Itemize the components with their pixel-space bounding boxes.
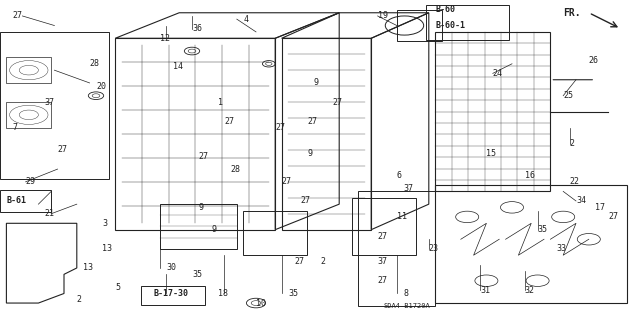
Text: 27: 27 [294, 257, 305, 266]
Text: 22: 22 [570, 177, 580, 186]
Text: 27: 27 [224, 117, 234, 126]
Text: FR.: FR. [563, 8, 581, 18]
Text: 33: 33 [557, 244, 567, 253]
Text: 2: 2 [77, 295, 82, 304]
Text: 31: 31 [480, 286, 490, 295]
Text: 27: 27 [608, 212, 618, 221]
Bar [0, 32, 109, 179]
Text: 27: 27 [307, 117, 317, 126]
Bar [352, 198, 416, 255]
Text: 30: 30 [166, 263, 177, 272]
Text: 2: 2 [570, 139, 575, 148]
Bar [435, 185, 627, 303]
Text: 15: 15 [486, 149, 497, 158]
Text: 23: 23 [429, 244, 439, 253]
Text: 27: 27 [301, 197, 311, 205]
Text: 35: 35 [288, 289, 298, 298]
Text: B-17-30: B-17-30 [154, 289, 189, 298]
Text: 7: 7 [13, 123, 18, 132]
Text: 17: 17 [595, 203, 605, 212]
Text: 2: 2 [320, 257, 325, 266]
Text: 37: 37 [378, 257, 388, 266]
Text: B-60: B-60 [435, 5, 455, 14]
Text: 11: 11 [397, 212, 407, 221]
Text: 9: 9 [211, 225, 216, 234]
Text: B-60-1: B-60-1 [435, 21, 465, 30]
Text: 35: 35 [192, 270, 202, 279]
Text: 13: 13 [83, 263, 93, 272]
Text: 34: 34 [576, 197, 586, 205]
Text: 8: 8 [403, 289, 408, 298]
Bar [160, 204, 237, 249]
Text: 6: 6 [397, 171, 402, 180]
Text: 21: 21 [45, 209, 55, 218]
Text: 27: 27 [13, 11, 23, 20]
Text: B-61: B-61 [6, 197, 26, 205]
Text: 27: 27 [198, 152, 209, 161]
Text: 27: 27 [275, 123, 285, 132]
Text: 28: 28 [90, 59, 100, 68]
Text: 28: 28 [230, 165, 241, 174]
Text: 27: 27 [58, 145, 68, 154]
Text: 29: 29 [26, 177, 36, 186]
Text: 36: 36 [192, 24, 202, 33]
Text: 19: 19 [378, 11, 388, 20]
Text: 27: 27 [378, 232, 388, 241]
Text: 10: 10 [256, 299, 266, 308]
Bar [397, 10, 442, 41]
Text: 37: 37 [45, 98, 55, 107]
Text: 25: 25 [563, 91, 573, 100]
Text: 13: 13 [102, 244, 113, 253]
Text: 35: 35 [538, 225, 548, 234]
Bar [435, 32, 550, 191]
Text: 18: 18 [218, 289, 228, 298]
Bar [243, 211, 307, 255]
Text: 26: 26 [589, 56, 599, 65]
Text: 27: 27 [378, 276, 388, 285]
Text: 9: 9 [307, 149, 312, 158]
Text: 3: 3 [102, 219, 108, 228]
Text: 9: 9 [198, 203, 204, 212]
Bar [6, 102, 51, 128]
Bar [358, 191, 435, 306]
Text: 20: 20 [96, 82, 106, 91]
Bar [6, 57, 51, 83]
Text: 5: 5 [115, 283, 120, 292]
Text: 1: 1 [218, 98, 223, 107]
Text: 27: 27 [282, 177, 292, 186]
Text: 14: 14 [173, 63, 183, 71]
Text: 9: 9 [314, 78, 319, 87]
Text: 32: 32 [525, 286, 535, 295]
Text: 12: 12 [160, 34, 170, 43]
Text: 4: 4 [243, 15, 248, 24]
Text: 27: 27 [333, 98, 343, 107]
Text: 24: 24 [493, 69, 503, 78]
Text: SDA4-B1720A: SDA4-B1720A [384, 303, 431, 309]
Text: 37: 37 [403, 184, 413, 193]
Text: 16: 16 [525, 171, 535, 180]
